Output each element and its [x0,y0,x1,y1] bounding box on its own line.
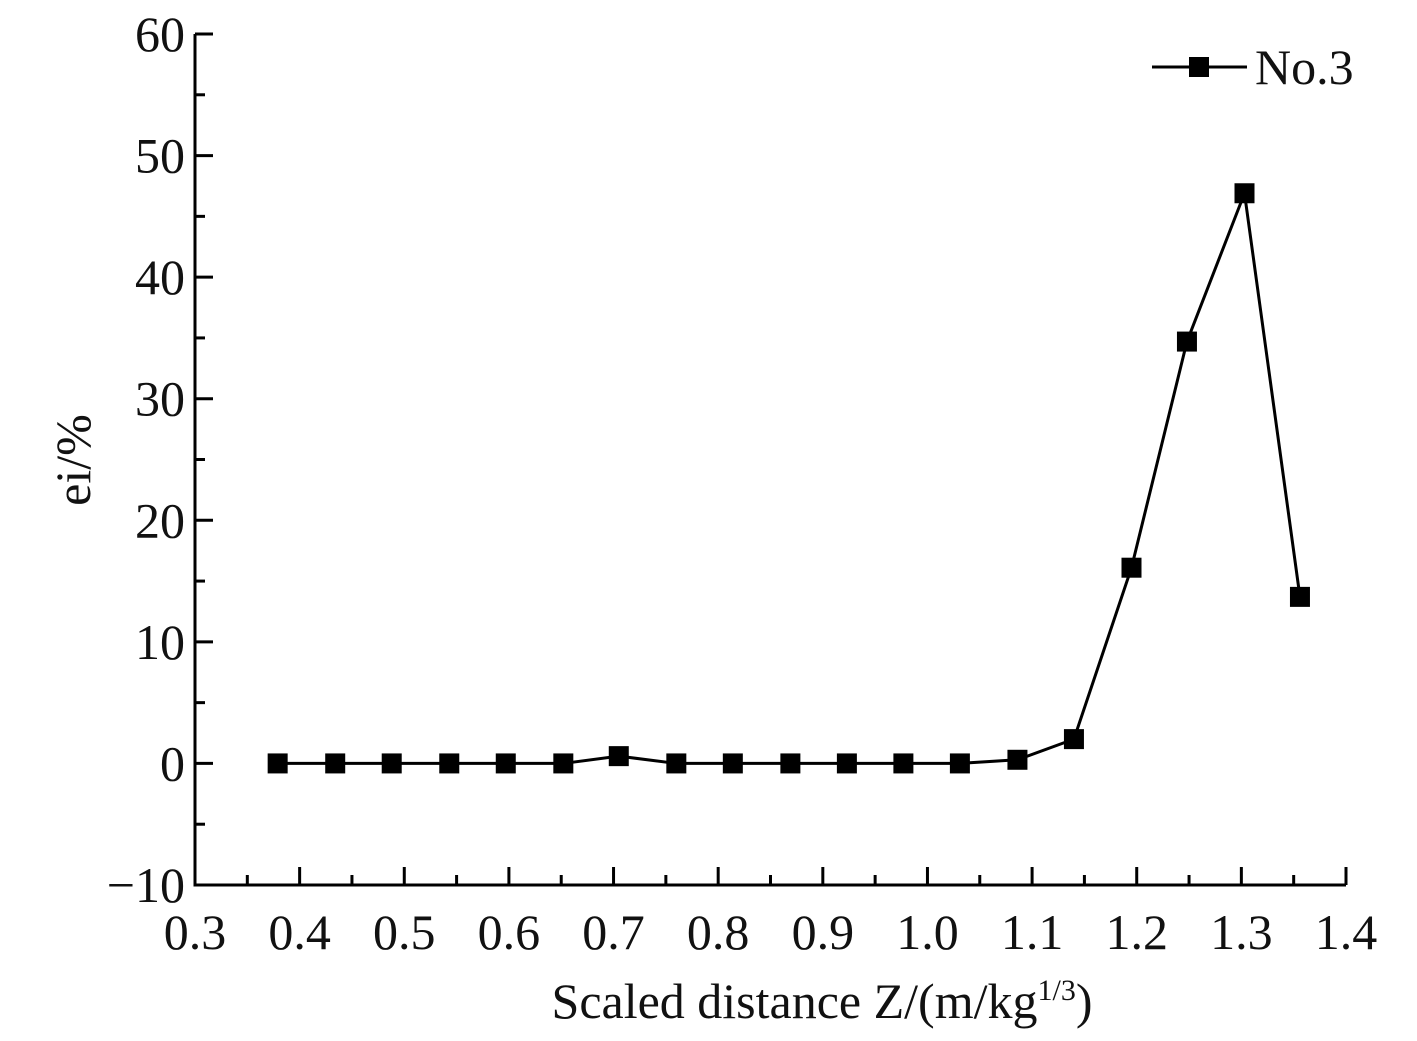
point-marker [267,753,288,774]
point-marker [893,753,914,774]
x-label-sup: 1/3 [1037,974,1075,1007]
y-tick-label: 0 [160,735,185,791]
point-marker [1121,557,1142,578]
point-marker [949,753,970,774]
point-marker [381,753,402,774]
point-marker [1007,749,1028,770]
series-line [277,187,1302,765]
y-tick-label: 60 [135,6,185,62]
y-axis-label: ei/% [45,414,101,506]
point-marker [608,746,629,767]
x-tick-label: 0.3 [164,904,227,960]
point-marker [495,753,516,774]
y-tick-label: 40 [135,249,185,305]
x-label-end: ) [1076,973,1093,1029]
x-tick-label: 0.5 [373,904,436,960]
point-marker [836,753,857,774]
x-tick-label: 0.8 [687,904,750,960]
y-tick-label: 50 [135,128,185,184]
point-marker [1063,729,1084,750]
point-marker [439,753,460,774]
x-tick-label: 0.4 [268,904,331,960]
point-marker [1176,331,1197,352]
x-tick-label: 1.1 [1001,904,1064,960]
point-marker [1234,183,1255,204]
x-tick-label: 0.7 [582,904,645,960]
x-tick-label: 1.0 [896,904,959,960]
y-tick-label: 30 [135,371,185,427]
point-marker [780,753,801,774]
x-tick-label: 1.2 [1105,904,1168,960]
x-label-main: Scaled distance Z/(m/kg [552,973,1038,1029]
x-tick-label: 1.4 [1315,904,1378,960]
point-marker [1289,586,1310,607]
x-tick-label: 0.6 [478,904,541,960]
point-marker [722,753,743,774]
y-tick-label: 20 [135,492,185,548]
point-marker [666,753,687,774]
x-axis-label: Scaled distance Z/(m/kg1/3) [552,973,1093,1029]
point-marker [553,753,574,774]
point-marker [325,753,346,774]
y-tick-label: 10 [135,614,185,670]
x-tick-label: 0.9 [792,904,855,960]
x-tick-label: 1.3 [1210,904,1273,960]
legend-label: No.3 [1255,39,1354,95]
y-tick-label: −10 [107,857,185,913]
legend-marker [1189,57,1209,77]
